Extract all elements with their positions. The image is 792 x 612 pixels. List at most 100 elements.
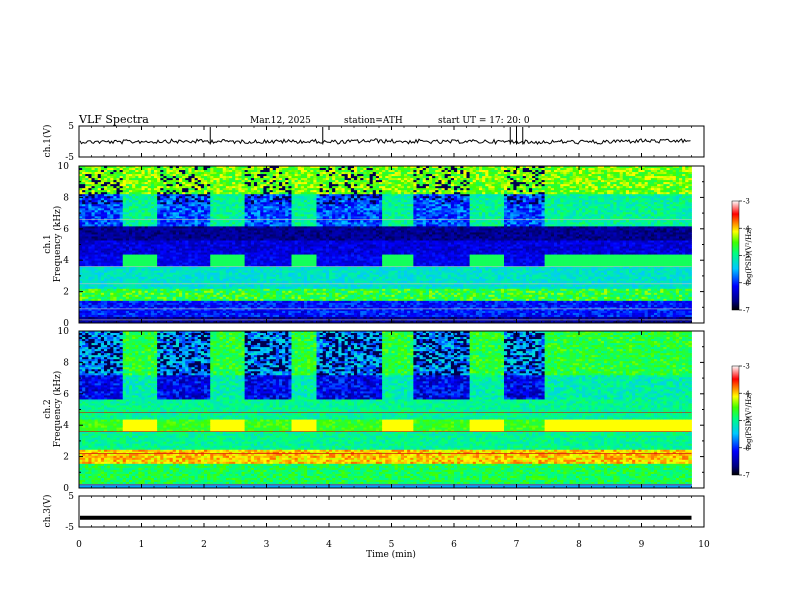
spectrogram-cell [88, 300, 92, 304]
spectrogram-cell [129, 196, 133, 199]
spectrogram-cell [150, 302, 155, 306]
spectrogram-cell [116, 198, 121, 201]
spectrogram-cell [82, 288, 86, 292]
spectrogram-cell [116, 230, 121, 233]
spectrogram-cell [88, 176, 92, 179]
spectrogram-cell [122, 166, 127, 169]
spectrogram-cell [138, 236, 142, 239]
spectrogram-cell [122, 274, 127, 278]
spectrogram-cell [163, 200, 167, 203]
spectrogram-cell [163, 182, 167, 185]
spectrogram-cell [104, 276, 108, 280]
spectrogram-cell [94, 176, 99, 179]
spectrogram-cell [100, 242, 105, 245]
spectrogram-cell [85, 202, 89, 205]
spectrogram-cell [163, 276, 167, 280]
spectrogram-cell [116, 166, 121, 169]
spectrogram-cell [82, 300, 86, 304]
spectrogram-cell [100, 182, 105, 185]
spectrogram-cell [135, 176, 139, 179]
spectrogram-cell [132, 188, 136, 191]
spectrogram-cell [113, 246, 117, 249]
spectrogram-cell [129, 290, 133, 294]
spectrogram-cell [138, 206, 142, 209]
spectrogram-cell [85, 182, 89, 185]
spectrogram-cell [88, 232, 92, 235]
spectrogram-cell [119, 214, 124, 217]
spectrogram-cell [125, 216, 130, 219]
spectrogram-cell [122, 178, 127, 181]
spectrogram-cell [97, 276, 102, 280]
spectrogram-cell [122, 292, 127, 296]
spectrogram-cell [107, 234, 111, 237]
spectrogram-cell [119, 172, 124, 175]
spectrogram-cell [135, 280, 139, 284]
spectrogram-cell [138, 220, 142, 223]
spectrogram-cell [110, 234, 114, 237]
spectrogram-cell [88, 286, 92, 290]
spectrogram-cell [91, 238, 96, 241]
spectrogram-cell [141, 212, 146, 215]
spectrogram-cell [107, 268, 111, 272]
spectrogram-cell [141, 240, 146, 243]
spectrogram-cell [116, 292, 121, 296]
spectrogram-cell [91, 234, 96, 237]
spectrogram-cell [97, 306, 102, 310]
spectrogram-cell [97, 288, 102, 292]
spectrogram-cell [154, 210, 158, 213]
spectrogram-cell [116, 320, 121, 324]
spectrogram-cell [144, 250, 149, 253]
spectrogram-cell [157, 248, 161, 251]
spectrogram-cell [138, 224, 142, 227]
spectrogram-cell [125, 276, 130, 280]
spectrogram-cell [110, 298, 114, 302]
spectrogram-cell [163, 194, 167, 197]
spectrogram-cell [85, 306, 89, 310]
spectrogram-cell [82, 220, 86, 223]
spectrogram-cell [104, 216, 108, 219]
spectrogram-cell [94, 298, 99, 302]
spectrogram-cell [79, 310, 83, 314]
spectrogram-cell [129, 182, 133, 185]
spectrogram-cell [110, 186, 114, 189]
spectrogram-cell [122, 192, 127, 195]
spectrogram-cell [157, 302, 161, 306]
spectrogram-cell [88, 188, 92, 191]
spectrogram-cell [135, 274, 139, 278]
spectrogram-cell [144, 280, 149, 284]
spectrogram-cell [107, 220, 111, 223]
spectrogram-cell [132, 186, 136, 189]
spectrogram-cell [113, 274, 117, 278]
spectrogram-cell [116, 206, 121, 209]
spectrogram-cell [91, 184, 96, 187]
spectrogram-cell [94, 266, 99, 270]
spectrogram-cell [85, 304, 89, 308]
spectrogram-cell [110, 248, 114, 251]
spectrogram-cell [122, 208, 127, 211]
spectrogram-cell [160, 256, 164, 259]
spectrogram-cell [79, 284, 83, 288]
spectrogram-cell [85, 230, 89, 233]
spectrogram-cell [160, 182, 164, 185]
spectrogram-cell [113, 242, 117, 245]
spectrogram-cell [119, 290, 124, 294]
spectrogram-cell [163, 212, 167, 215]
spectrogram-cell [150, 306, 155, 310]
spectrogram-cell [160, 264, 164, 268]
spectrogram-cell [132, 168, 136, 171]
spectrogram-cell [160, 266, 164, 270]
spectrogram-cell [104, 202, 108, 205]
spectrogram-cell [160, 294, 164, 298]
spectrogram-cell [132, 198, 136, 201]
spectrogram-cell [144, 246, 149, 249]
spectrogram-cell [154, 308, 158, 312]
spectrogram-cell [107, 204, 111, 207]
spectrogram-cell [132, 242, 136, 245]
spectrogram-cell [94, 272, 99, 276]
spectrogram-cell [138, 182, 142, 185]
spectrogram-cell [157, 174, 161, 177]
spectrogram-cell [135, 180, 139, 183]
spectrogram-cell [141, 268, 146, 272]
spectrogram-cell [157, 172, 161, 175]
spectrogram-cell [163, 166, 167, 169]
